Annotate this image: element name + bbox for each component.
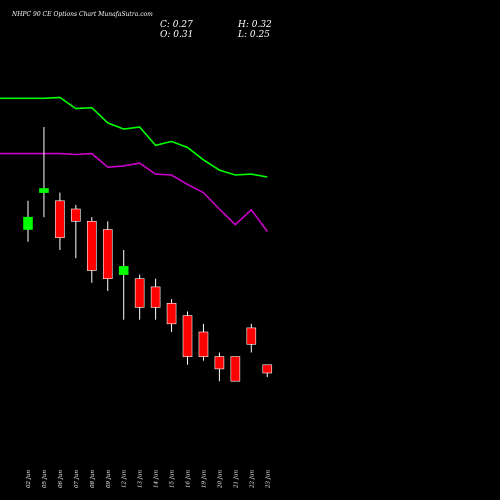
chart-title: NHPC 90 CE Options Chart MunafaSutra.com [11,11,153,18]
x-tick-label: 22 Jun [249,470,255,489]
candle-body [198,331,209,357]
candle [150,278,161,320]
upper-average-line [0,96,268,178]
candle-body [150,286,161,308]
candle [214,352,225,382]
lower-average-line [0,152,268,232]
candle [182,311,193,365]
x-tick-label: 16 Jun [186,470,192,488]
x-tick-label: 19 Jun [201,470,207,488]
candle-body [55,200,65,239]
candle [55,192,65,250]
candle [134,274,145,320]
candle-body [246,327,257,345]
high-value: H: 0.32 [237,20,272,30]
x-axis-labels: 02 Jun 05 Jun 06 Jun 07 Jun 08 Jun 09 Jun 12 J… [26,470,271,489]
x-tick-label: 05 Jun [42,470,48,488]
candle-body [39,188,49,193]
candle-body [166,302,177,325]
candle-body [23,216,33,230]
close-value: C: 0.27 [160,20,193,30]
candle [23,200,33,242]
candle-body [230,356,241,382]
candle-body [262,364,273,374]
candle [118,250,129,320]
candle-body [214,356,225,370]
x-tick-label: 21 Jun [233,470,239,489]
candle-body [134,278,145,308]
x-tick-label: 07 Jun [74,470,80,488]
x-tick-label: 06 Jun [58,470,64,488]
candle-body [182,315,193,357]
candle-body [87,221,97,271]
candles [23,127,273,382]
candle [87,217,97,283]
candle [246,323,257,353]
x-tick-label: 14 Jun [154,470,160,488]
moving-average-lines [0,96,268,232]
candle [166,299,177,332]
candle-body [118,266,129,275]
candle [39,127,49,218]
candle [230,356,241,382]
candle [71,204,81,259]
x-tick-label: 23 Jun [265,470,271,489]
open-value: O: 0.31 [160,30,193,40]
candle-body [102,229,113,280]
x-tick-label: 08 Jun [90,470,96,488]
candle [102,221,113,291]
x-tick-label: 20 Jun [217,470,223,489]
x-tick-label: 02 Jun [26,470,32,488]
candle [198,323,209,361]
x-tick-label: 15 Jun [170,470,176,488]
x-tick-label: 13 Jun [138,470,144,488]
x-tick-label: 09 Jun [106,470,112,488]
candle [262,364,273,378]
candle-body [71,208,81,222]
x-tick-label: 12 Jun [122,470,128,488]
low-value: L: 0.25 [237,30,270,40]
